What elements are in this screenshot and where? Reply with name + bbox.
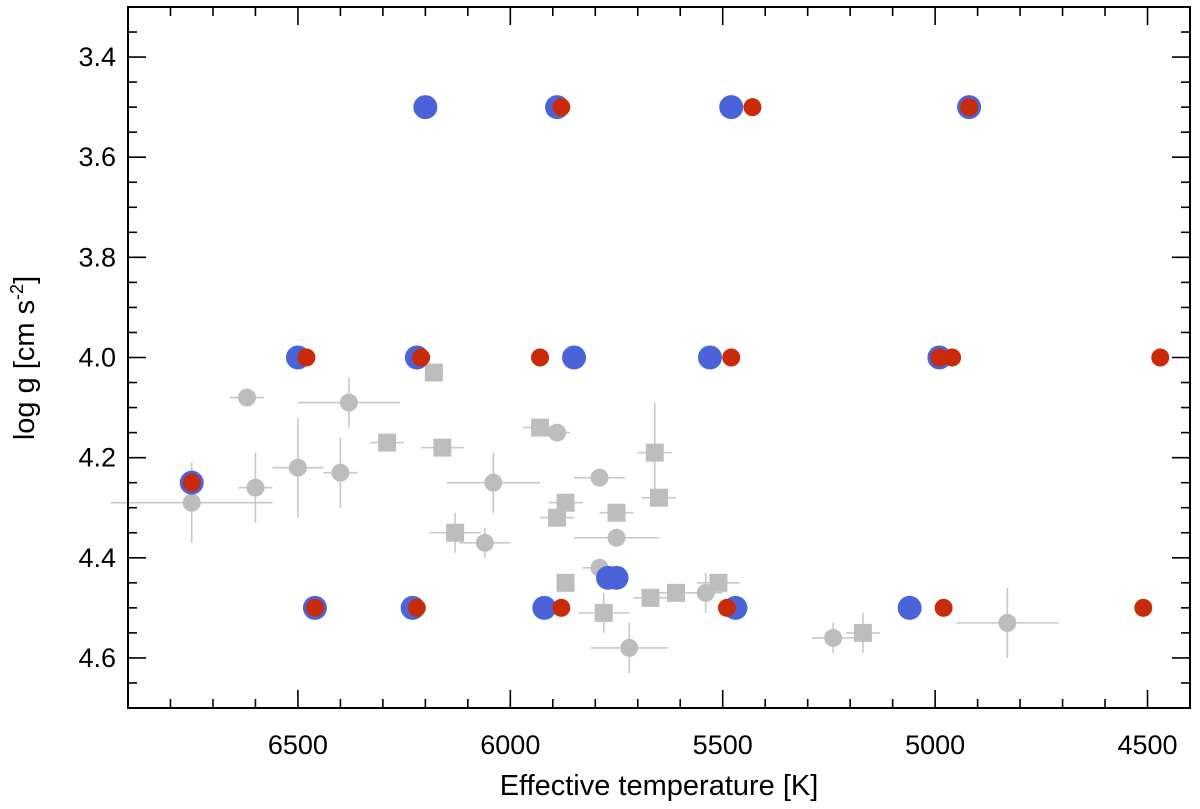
y-tick-label: 4.2 [78,443,116,473]
blue-circle-point [697,345,722,370]
gray-circle-point [620,638,639,657]
red-circle-point [297,348,316,367]
red-circle-point [943,348,962,367]
blue-circle-point [562,345,587,370]
gray-circle-point [824,628,843,647]
y-axis-title: log g [cm s-2] [7,276,41,440]
blue-circle-point [897,595,922,620]
gray-square-point [433,438,452,457]
red-circle-point [934,598,953,617]
y-tick-label: 3.6 [78,142,116,172]
gray-square-point [650,488,668,507]
x-tick-label: 4500 [1117,730,1177,760]
red-circle-point [960,98,979,117]
y-tick-label: 3.4 [78,42,116,72]
gray-circle-point [237,388,256,407]
red-circle-point [182,473,201,492]
blue-circle-point [413,95,438,120]
blue-circle-point [532,595,557,620]
gray-square-point [645,443,664,462]
y-tick-label: 4.0 [78,343,116,373]
red-circle-point [722,348,741,367]
x-tick-label: 5000 [905,730,965,760]
y-axis-title-main: log g [cm s [9,300,41,440]
x-tick-label: 6000 [480,730,540,760]
red-circle-point [717,598,736,617]
gray-circle-point [998,613,1017,632]
blue-circle-point [719,95,744,120]
gray-circle-point [288,458,307,477]
gray-square-point [641,588,660,607]
red-circle-point [412,348,431,367]
gray-square-point [594,603,613,622]
x-tick-label: 6500 [268,730,328,760]
x-axis-title: Effective temperature [K] [500,770,819,802]
gray-circle-point [246,478,265,497]
gray-square-point [424,363,443,382]
y-tick-label: 4.6 [78,643,116,673]
gray-square-point [666,583,685,602]
red-circle-point [305,598,324,617]
y-tick-label: 3.8 [78,242,116,272]
gray-square-point [548,508,567,527]
red-circle-point [552,98,571,117]
x-tick-label: 5500 [693,730,753,760]
red-circle-point [1134,598,1153,617]
red-circle-point [552,598,571,617]
points-layer [179,95,1170,657]
red-circle-point [531,348,550,367]
ticks-layer [128,6,1190,709]
gray-square-point [556,573,575,592]
gray-square-point [709,573,728,592]
gray-circle-point [331,463,350,482]
gray-circle-point [182,493,201,512]
red-circle-point [930,348,949,367]
gray-circle-point [548,423,567,442]
gray-circle-point [590,468,609,487]
gray-square-point [556,493,575,512]
gray-circle-point [607,528,626,547]
gray-circle-point [484,473,503,492]
error-bars-layer [111,377,1059,673]
gray-square-point [446,523,465,542]
y-axis-title-superscript: -2 [7,284,27,300]
y-axis-title-suffix: ] [9,276,41,284]
gray-square-point [378,433,397,452]
gray-square-point [853,623,872,642]
red-circle-point [1151,348,1170,367]
y-tick-label: 4.4 [78,543,116,573]
gray-square-point [607,503,626,522]
gray-circle-point [475,533,494,552]
blue-circle-point [596,565,621,590]
gray-circle-point [339,393,358,412]
red-circle-point [407,598,426,617]
tick-labels-layer: 6500 6000 5500 5000 4500 3.4 3.6 3.8 4.0 4.2 4.4 4.… [78,42,1177,760]
gray-square-point [531,418,550,437]
red-circle-point [743,98,762,117]
